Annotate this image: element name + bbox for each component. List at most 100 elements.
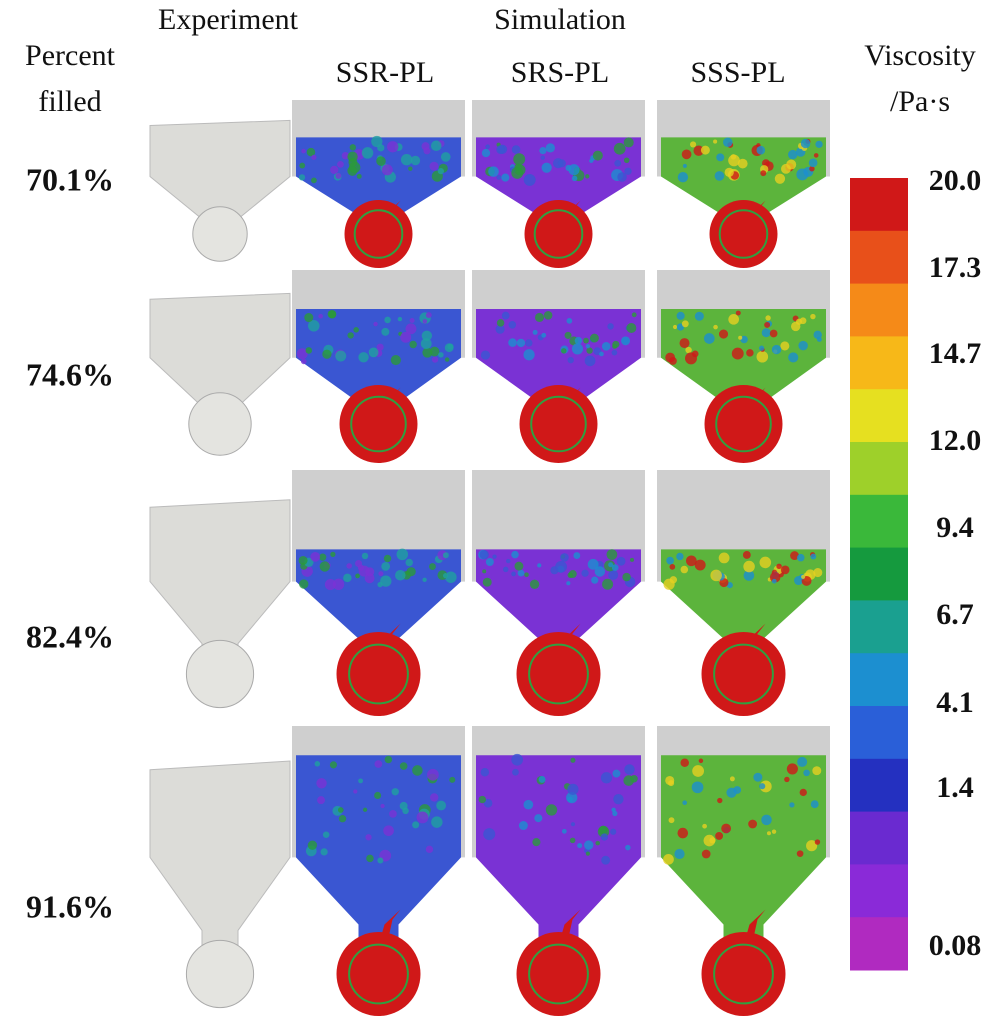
sim-body	[476, 309, 641, 424]
sim-speckle	[801, 574, 806, 579]
sim-speckle	[408, 166, 413, 171]
sim-speckle	[358, 778, 364, 784]
sim-speckle	[381, 562, 391, 571]
sim-speckle	[680, 565, 689, 574]
sim-speckle	[690, 141, 697, 148]
colorbar-band	[850, 389, 908, 443]
sim-speckle	[496, 319, 505, 327]
sim-speckle	[600, 833, 609, 841]
sim-speckle	[506, 558, 511, 564]
sim-speckle	[422, 577, 427, 583]
sim-speckle	[480, 768, 490, 777]
colorbar-band	[850, 283, 908, 337]
sim-speckle	[442, 552, 449, 559]
colorbar-label: 20.0	[929, 164, 982, 197]
sim-speckle	[324, 579, 336, 591]
sim-speckle	[776, 563, 782, 570]
colorbar-label: 6.7	[936, 598, 974, 631]
sim-speckle	[771, 578, 777, 584]
sim-gate-ring	[528, 943, 589, 1005]
sim-speckle	[571, 343, 584, 355]
sim-speckle	[694, 311, 704, 321]
sim-speckle	[429, 793, 439, 802]
sim-speckle	[422, 319, 428, 324]
sim-speckle	[625, 844, 631, 851]
sim-speckle	[361, 552, 369, 560]
sim-speckle	[710, 569, 722, 582]
sim-speckle	[390, 354, 401, 366]
sim-speckle	[685, 346, 692, 354]
sim-speckle	[330, 165, 339, 175]
sim-speckle	[541, 332, 547, 338]
sim-speckle	[534, 814, 543, 823]
sim-speckle	[681, 149, 692, 160]
sim-speckle	[677, 171, 689, 183]
sim-speckle	[368, 347, 379, 358]
sim-speckle	[668, 780, 675, 787]
sim-speckle	[786, 763, 798, 775]
sim-speckle	[412, 765, 423, 776]
colorbar-title: /Pa·s	[890, 85, 950, 118]
sim-speckle	[748, 819, 758, 829]
sim-speckle	[366, 854, 374, 863]
sim-speckle	[581, 569, 589, 577]
sim-speckle	[437, 168, 444, 175]
sim-speckle	[541, 162, 552, 173]
sim-speckle	[524, 572, 529, 578]
sim-speckle	[567, 356, 574, 364]
row-label: 91.6%	[26, 888, 114, 924]
sim-speckle	[557, 159, 566, 168]
sim-speckle	[760, 170, 767, 177]
sim-speckle	[327, 309, 337, 319]
sim-speckle	[374, 791, 382, 800]
sim-speckle	[502, 566, 509, 573]
sim-speckle	[601, 341, 611, 351]
sim-speckle	[663, 853, 674, 865]
sim-speckle	[322, 831, 330, 838]
sim-speckle	[501, 311, 510, 320]
sim-speckle	[540, 155, 545, 160]
sim-speckle	[353, 327, 359, 333]
sim-speckle	[764, 321, 771, 328]
sim-speckle	[496, 174, 502, 180]
sim-speckle	[566, 318, 573, 324]
sim-speckle	[613, 142, 626, 155]
sim-speckle	[713, 324, 718, 330]
sim-speckle	[523, 173, 536, 186]
sim-speckle	[314, 761, 321, 767]
simulation-header: Simulation	[494, 3, 626, 36]
sim-speckle	[371, 135, 383, 148]
sim-speckle	[356, 173, 362, 179]
sim-speckle	[425, 845, 434, 854]
sim-speckle	[714, 171, 725, 181]
sim-speckle	[511, 167, 524, 179]
sim-speckle	[674, 848, 685, 860]
sim-speckle	[571, 175, 578, 182]
sim-speckle	[808, 158, 818, 168]
sim-speckle	[682, 163, 687, 168]
colorbar-band	[850, 864, 908, 918]
sim-speckle	[612, 810, 618, 817]
sim-speckle	[397, 316, 403, 322]
sim-gate-ring	[533, 209, 584, 259]
sim-speckle	[564, 331, 572, 339]
sim-speckle	[573, 552, 581, 559]
colorbar-band	[850, 230, 908, 285]
sim-speckle	[568, 164, 580, 176]
sim-speckle	[319, 561, 330, 572]
sim-speckle	[586, 347, 593, 354]
column-header: SSR-PL	[336, 56, 434, 89]
sim-speckle	[409, 318, 415, 324]
sim-speckle	[813, 153, 819, 158]
sim-speckle	[623, 137, 634, 148]
sim-speckle	[756, 145, 766, 155]
sim-speckle	[395, 569, 406, 581]
sim-speckle	[669, 564, 676, 570]
sim-speckle	[680, 758, 689, 767]
sim-speckle	[381, 164, 393, 176]
sim-speckle	[624, 764, 635, 775]
sim-speckle	[721, 823, 731, 834]
sim-speckle	[405, 323, 417, 335]
row-label: 70.1%	[26, 161, 114, 197]
sim-speckle	[796, 850, 804, 857]
